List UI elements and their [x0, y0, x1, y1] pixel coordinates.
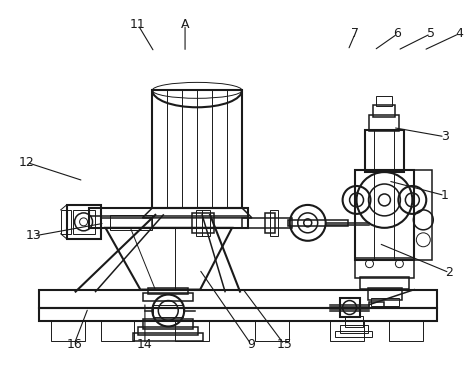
- Bar: [89, 208, 248, 216]
- Text: 13: 13: [26, 230, 42, 242]
- Bar: [39, 290, 437, 307]
- Bar: [138, 327, 198, 335]
- Text: 3: 3: [441, 130, 449, 143]
- Bar: [152, 90, 242, 208]
- Bar: [365, 130, 404, 172]
- Bar: [339, 325, 367, 334]
- Bar: [100, 218, 152, 228]
- Bar: [153, 304, 183, 317]
- Bar: [270, 210, 278, 236]
- Bar: [192, 213, 214, 233]
- Bar: [61, 210, 71, 234]
- Bar: [367, 287, 402, 300]
- Text: 7: 7: [351, 27, 359, 40]
- Bar: [51, 321, 84, 341]
- Bar: [39, 307, 437, 321]
- Bar: [370, 115, 400, 131]
- Text: 16: 16: [66, 338, 82, 351]
- Bar: [175, 321, 209, 341]
- Circle shape: [378, 194, 391, 206]
- Text: 4: 4: [455, 27, 463, 40]
- Bar: [370, 301, 384, 307]
- Text: 12: 12: [19, 156, 35, 169]
- Bar: [73, 210, 94, 234]
- Bar: [339, 297, 360, 317]
- Bar: [360, 277, 410, 289]
- Text: 11: 11: [130, 18, 146, 31]
- Bar: [255, 321, 289, 341]
- Text: 14: 14: [137, 338, 153, 351]
- Bar: [374, 105, 395, 117]
- Bar: [89, 208, 248, 228]
- Bar: [143, 293, 193, 301]
- Bar: [329, 321, 364, 341]
- Bar: [143, 320, 193, 330]
- Bar: [265, 213, 275, 233]
- Bar: [355, 170, 414, 260]
- Bar: [288, 220, 347, 226]
- Bar: [414, 170, 432, 260]
- Bar: [376, 96, 392, 106]
- Text: 2: 2: [446, 266, 454, 279]
- Bar: [196, 210, 210, 236]
- Bar: [390, 321, 423, 341]
- Bar: [100, 321, 135, 341]
- Bar: [133, 334, 203, 341]
- Text: A: A: [181, 18, 189, 31]
- Text: 5: 5: [427, 27, 435, 40]
- Text: 1: 1: [441, 189, 449, 202]
- Text: 9: 9: [247, 338, 255, 351]
- Circle shape: [304, 219, 312, 227]
- Bar: [67, 205, 100, 239]
- Bar: [110, 215, 152, 230]
- Bar: [345, 315, 363, 327]
- Bar: [242, 218, 292, 228]
- Text: 15: 15: [276, 338, 292, 351]
- Bar: [148, 287, 188, 294]
- Text: 6: 6: [393, 27, 401, 40]
- Bar: [335, 331, 373, 337]
- Bar: [355, 258, 414, 277]
- Bar: [372, 297, 400, 306]
